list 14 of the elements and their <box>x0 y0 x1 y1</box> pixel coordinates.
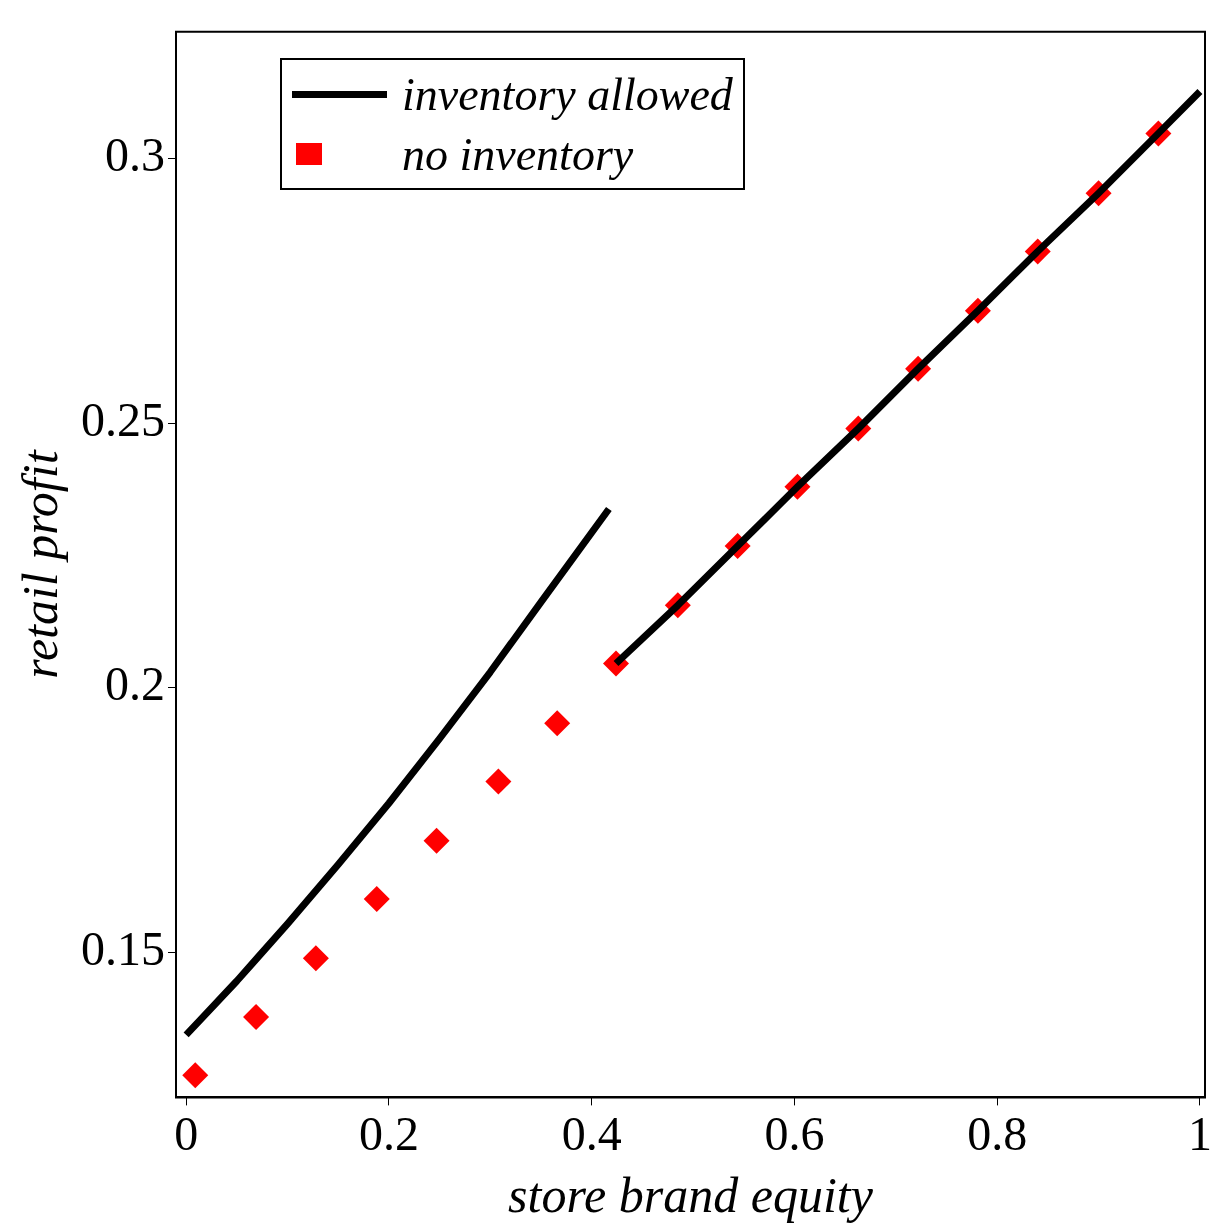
y-tick-label: 0.2 <box>105 657 165 711</box>
y-tick-label: 0.3 <box>105 128 165 182</box>
x-axis-title: store brand equity <box>508 1167 874 1224</box>
x-tick-label: 0.8 <box>967 1106 1028 1160</box>
x-tick-label: 1 <box>1187 1106 1212 1160</box>
x-tick-label: 0.4 <box>561 1106 622 1160</box>
x-tick-label: 0.2 <box>358 1106 419 1160</box>
x-tick-label: 0.6 <box>764 1106 825 1160</box>
x-tick-label: 0 <box>174 1106 199 1160</box>
y-tick-label: 0.25 <box>81 392 165 446</box>
legend-label: inventory allowed <box>402 67 733 121</box>
y-tick-label: 0.15 <box>81 922 165 976</box>
y-axis-title: retail profit <box>12 449 69 679</box>
legend-label: no inventory <box>402 127 634 181</box>
